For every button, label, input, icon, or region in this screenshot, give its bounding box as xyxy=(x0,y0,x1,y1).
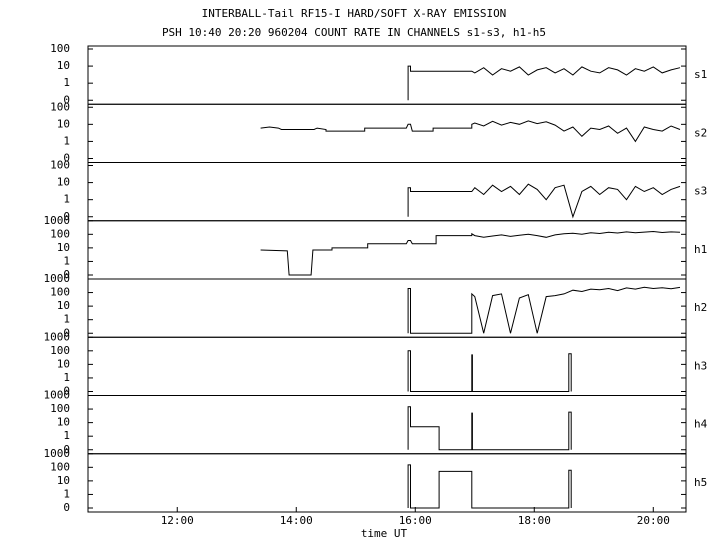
panel-label: h2 xyxy=(694,301,707,314)
series-line xyxy=(407,350,572,392)
series-line xyxy=(407,65,681,101)
y-tick-label: 100 xyxy=(50,460,70,473)
panel-frame xyxy=(87,336,687,396)
x-axis-label: time UT xyxy=(361,527,408,540)
y-tick-label: 1000 xyxy=(44,389,71,402)
y-tick-label: 0 xyxy=(63,152,70,165)
panel-frame xyxy=(87,220,687,280)
panel-label: h4 xyxy=(694,418,708,431)
panel-label: s3 xyxy=(694,185,707,198)
y-tick-label: 1 xyxy=(63,254,70,267)
panel-frame xyxy=(87,395,687,455)
y-tick-label: 10 xyxy=(57,176,70,189)
y-tick-label: 1 xyxy=(63,134,70,147)
y-tick-label: 1 xyxy=(63,76,70,89)
y-tick-label: 0 xyxy=(63,93,70,106)
y-tick-label: 100 xyxy=(50,159,70,172)
x-tick-label: 20:00 xyxy=(637,514,670,527)
panel-label: s1 xyxy=(694,68,707,81)
y-tick-label: 10 xyxy=(57,241,70,254)
y-tick-label: 10 xyxy=(57,117,70,130)
y-tick-label: 100 xyxy=(50,42,70,55)
panel-frame xyxy=(87,453,687,513)
panel-frame xyxy=(87,103,687,163)
series-line xyxy=(407,183,681,219)
y-tick-label: 1 xyxy=(63,429,70,442)
y-tick-label: 100 xyxy=(50,100,70,113)
y-tick-label: 0 xyxy=(63,326,70,339)
y-tick-label: 0 xyxy=(63,210,70,223)
y-tick-label: 0 xyxy=(63,501,70,514)
panel-frame xyxy=(87,278,687,338)
y-tick-label: 1 xyxy=(63,313,70,326)
y-tick-label: 100 xyxy=(50,227,70,240)
chart-title: INTERBALL-Tail RF15-I HARD/SOFT X-RAY EM… xyxy=(202,7,507,20)
panel-label: s2 xyxy=(694,126,707,139)
y-tick-label: 1000 xyxy=(44,272,71,285)
y-tick-label: 1 xyxy=(63,487,70,500)
y-tick-label: 1000 xyxy=(44,330,71,343)
y-tick-label: 10 xyxy=(57,357,70,370)
chart-subtitle: PSH 10:40 20:20 960204 COUNT RATE IN CHA… xyxy=(162,26,546,39)
series-line xyxy=(407,286,681,334)
panel-label: h1 xyxy=(694,243,707,256)
y-tick-label: 10 xyxy=(57,299,70,312)
y-tick-label: 10 xyxy=(57,474,70,487)
y-tick-label: 10 xyxy=(57,416,70,429)
panel-label: h5 xyxy=(694,476,707,489)
series-line xyxy=(260,120,681,143)
y-tick-label: 1000 xyxy=(44,214,71,227)
panel-label: h3 xyxy=(694,359,707,372)
series-line xyxy=(407,406,572,451)
y-tick-label: 0 xyxy=(63,268,70,281)
y-tick-label: 1 xyxy=(63,193,70,206)
series-line xyxy=(407,464,572,509)
y-tick-label: 0 xyxy=(63,443,70,456)
y-tick-label: 1000 xyxy=(44,447,71,460)
x-tick-label: 14:00 xyxy=(280,514,313,527)
y-tick-label: 10 xyxy=(57,59,70,72)
x-tick-label: 12:00 xyxy=(161,514,194,527)
y-tick-label: 100 xyxy=(50,402,70,415)
x-tick-label: 18:00 xyxy=(518,514,551,527)
y-tick-label: 100 xyxy=(50,286,70,299)
series-line xyxy=(260,230,681,276)
y-tick-label: 100 xyxy=(50,344,70,357)
x-tick-label: 16:00 xyxy=(399,514,432,527)
panel-frame xyxy=(87,45,687,105)
y-tick-label: 1 xyxy=(63,371,70,384)
y-tick-label: 0 xyxy=(63,385,70,398)
